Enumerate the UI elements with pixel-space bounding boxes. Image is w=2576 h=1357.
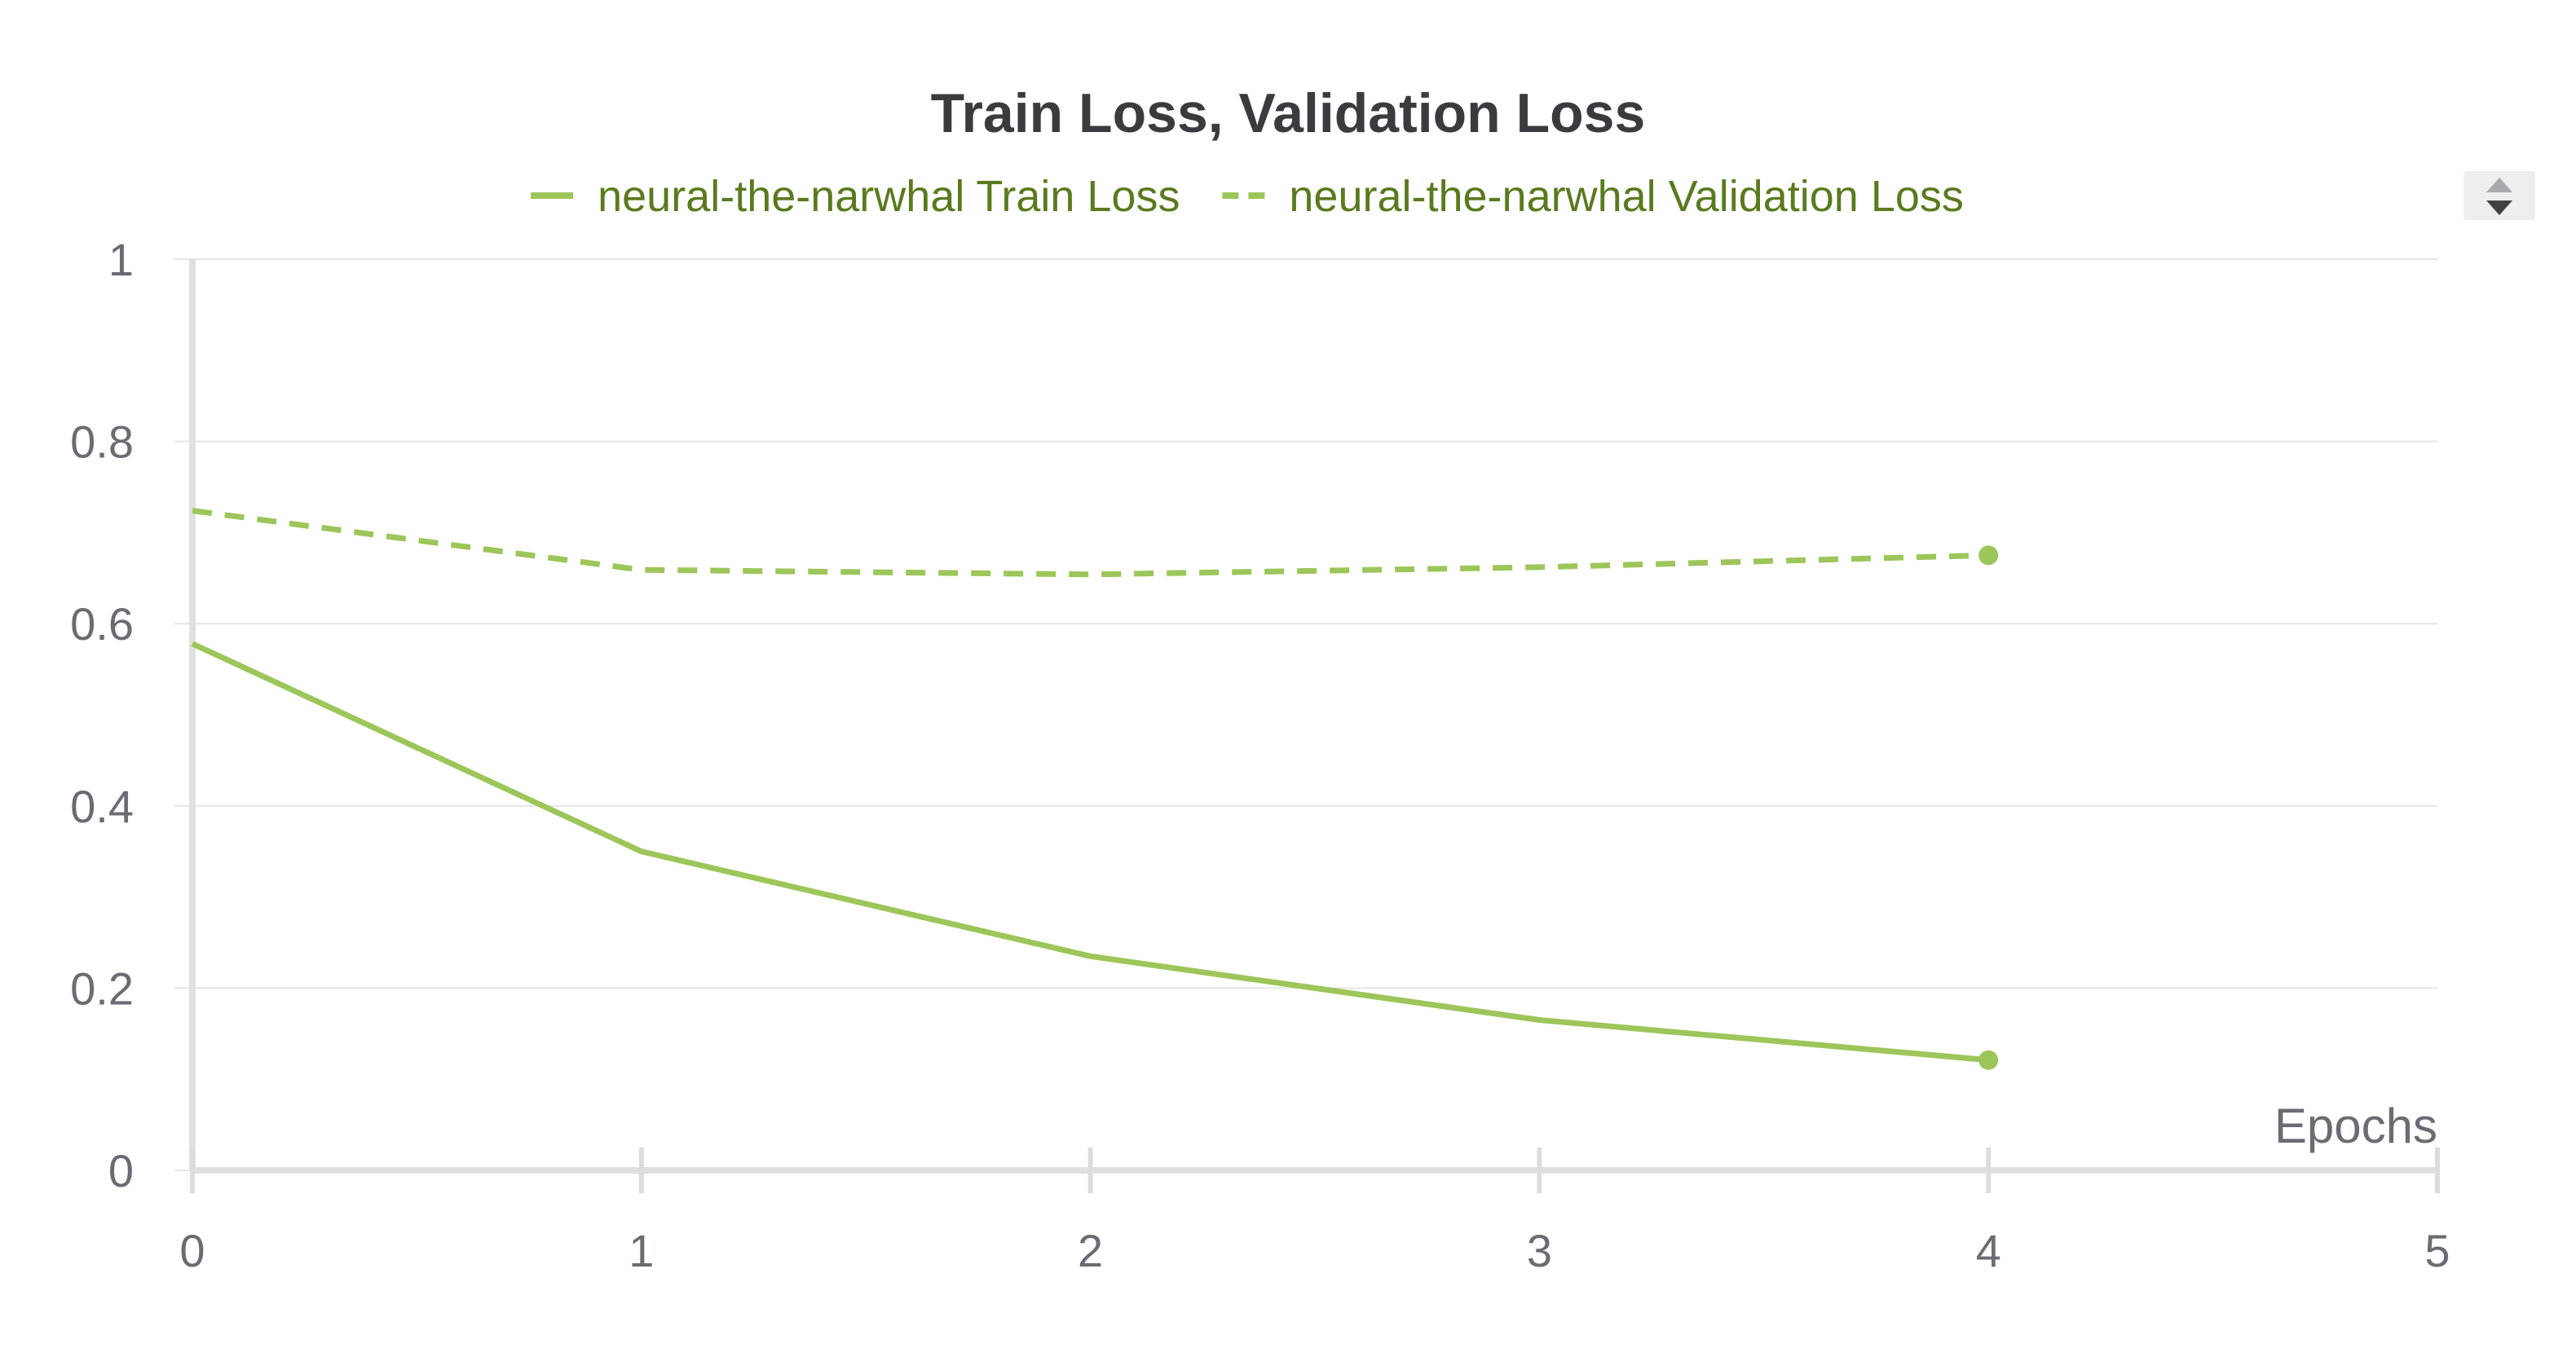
chevron-up-icon[interactable] xyxy=(2486,178,2512,192)
legend-item: neural-the-narwhal Train Loss xyxy=(531,172,1180,221)
series-line-validation-loss xyxy=(192,508,1989,578)
legend-item: neural-the-narwhal Validation Loss xyxy=(1222,172,1964,221)
y-tick-label: 0.2 xyxy=(70,963,134,1014)
y-tick-label: 0.8 xyxy=(70,416,134,468)
x-tick-label: 2 xyxy=(1078,1225,1103,1276)
chevron-down-icon[interactable] xyxy=(2486,200,2512,215)
y-axis-tick-labels: 0 0.2 0.4 0.6 0.8 1 xyxy=(70,234,134,1196)
grid xyxy=(174,258,2437,1171)
y-tick-label: 1 xyxy=(108,234,134,285)
y-tick-label: 0.6 xyxy=(70,598,134,650)
x-tick-label: 5 xyxy=(2424,1225,2450,1276)
legend: neural-the-narwhal Train Loss neural-the-… xyxy=(531,172,1964,221)
x-tick-label: 4 xyxy=(1976,1225,2001,1276)
chart-title: Train Loss, Validation Loss xyxy=(931,82,1646,144)
y-tick-label: 0.4 xyxy=(70,781,134,832)
legend-label: neural-the-narwhal Train Loss xyxy=(598,172,1180,221)
x-axis-tick-labels: 0 1 2 3 4 5 xyxy=(179,1225,2450,1276)
y-tick-label: 0 xyxy=(108,1145,134,1196)
legend-scroll-control[interactable] xyxy=(2464,171,2535,220)
x-tick-label: 3 xyxy=(1527,1225,1552,1276)
axes xyxy=(189,259,2440,1193)
x-tick-label: 0 xyxy=(179,1225,205,1276)
series-lines xyxy=(191,508,1999,1070)
x-tick-label: 1 xyxy=(629,1225,654,1276)
legend-scroll-background xyxy=(2464,171,2535,220)
legend-label: neural-the-narwhal Validation Loss xyxy=(1289,172,1963,221)
series-end-point xyxy=(1978,1050,1999,1070)
x-axis-title: Epochs xyxy=(2274,1099,2437,1153)
series-end-point xyxy=(1978,545,1999,566)
series-line-train-loss xyxy=(191,641,1989,1064)
